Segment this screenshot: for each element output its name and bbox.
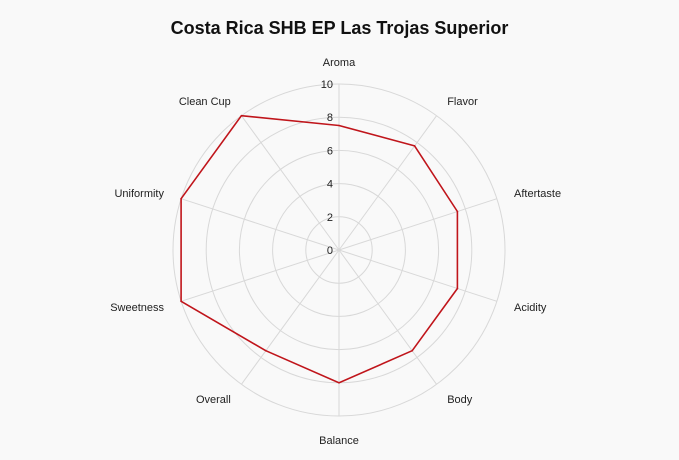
tick-label-10: 10 bbox=[321, 79, 333, 91]
grid-layer bbox=[172, 83, 506, 417]
axis-label-uniformity: Uniformity bbox=[114, 188, 164, 200]
data-point-body bbox=[411, 349, 414, 352]
series-layer bbox=[180, 114, 459, 384]
tick-label-2: 2 bbox=[327, 212, 333, 224]
data-point-sweetness bbox=[180, 300, 182, 303]
axis-label-aftertaste: Aftertaste bbox=[514, 188, 561, 200]
axis-label-aroma: Aroma bbox=[323, 57, 356, 69]
data-point-aftertaste bbox=[456, 210, 459, 213]
axis-label-body: Body bbox=[447, 394, 473, 406]
axis-labels: Aroma Flavor Aftertaste Acidity Body Balance O… bbox=[110, 57, 561, 447]
tick-label-4: 4 bbox=[327, 179, 333, 191]
data-point-overall bbox=[265, 349, 267, 352]
tick-label-8: 8 bbox=[327, 112, 333, 124]
data-point-balance bbox=[338, 382, 340, 384]
spoke-body bbox=[338, 249, 437, 385]
tick-label-6: 6 bbox=[327, 145, 333, 157]
tick-labels: 0 2 4 6 8 10 bbox=[321, 79, 333, 257]
data-point-uniformity bbox=[180, 197, 182, 200]
spoke-flavor bbox=[338, 115, 437, 251]
data-point-acidity bbox=[456, 287, 459, 290]
spoke-overall bbox=[241, 249, 340, 385]
spoke-aftertaste bbox=[338, 198, 498, 251]
axis-label-flavor: Flavor bbox=[447, 96, 478, 108]
tick-label-0: 0 bbox=[327, 245, 333, 257]
series-line bbox=[180, 114, 459, 384]
data-point-flavor bbox=[413, 145, 416, 147]
spoke-acidity bbox=[338, 249, 498, 302]
chart-title: Costa Rica SHB EP Las Trojas Superior bbox=[170, 18, 509, 38]
data-point-clean-cup bbox=[240, 114, 243, 117]
axis-label-balance: Balance bbox=[319, 435, 359, 447]
spoke-clean-cup bbox=[241, 115, 340, 251]
axis-label-acidity: Acidity bbox=[514, 302, 547, 314]
axis-label-sweetness: Sweetness bbox=[110, 302, 164, 314]
spoke-sweetness bbox=[180, 249, 340, 302]
spoke-uniformity bbox=[180, 198, 340, 251]
axis-label-clean-cup: Clean Cup bbox=[179, 96, 231, 108]
axis-label-overall: Overall bbox=[196, 394, 231, 406]
data-point-aroma bbox=[338, 124, 340, 127]
